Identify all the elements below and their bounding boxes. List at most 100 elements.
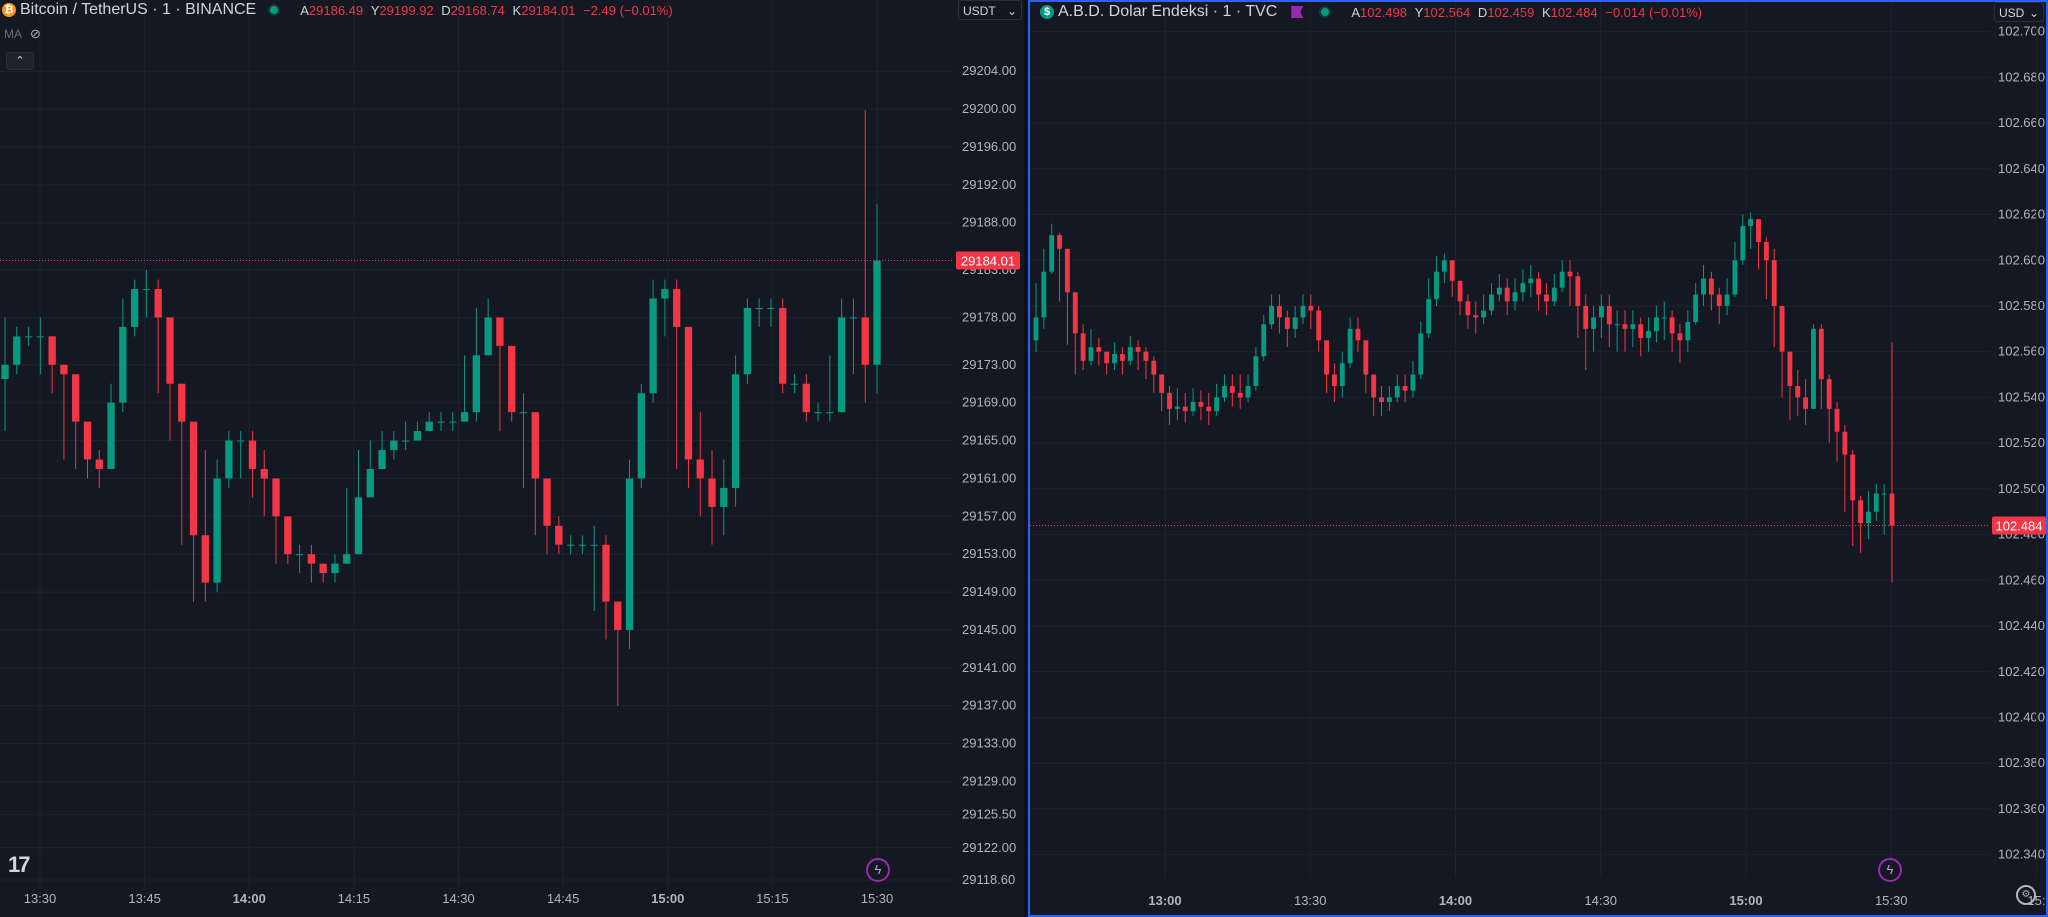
btc-candle-body[interactable] (814, 412, 822, 414)
btc-candle-body[interactable] (307, 554, 316, 564)
dxy-symbol-title[interactable]: A.B.D. Dolar Endeksi · 1 · TVC (1058, 3, 1278, 20)
btc-candle-body[interactable] (354, 497, 363, 555)
dxy-candle-body[interactable] (1465, 301, 1471, 316)
dxy-candle-body[interactable] (1544, 294, 1549, 302)
btc-candle-body[interactable] (24, 336, 33, 338)
btc-candle-body[interactable] (472, 355, 481, 413)
dxy-candle-body[interactable] (1551, 287, 1557, 302)
dxy-candle-body[interactable] (1190, 402, 1196, 412)
btc-candle-body[interactable] (555, 525, 563, 545)
dxy-candle-body[interactable] (1057, 235, 1062, 249)
dxy-candle-body[interactable] (1850, 454, 1856, 501)
dxy-candle-body[interactable] (1614, 324, 1620, 326)
dxy-candle-body[interactable] (1763, 241, 1769, 261)
dxy-candle-body[interactable] (1567, 271, 1573, 277)
dxy-candle-body[interactable] (1049, 235, 1055, 272)
dxy-candle-body[interactable] (1630, 324, 1636, 329)
dxy-candle-body[interactable] (1496, 287, 1502, 295)
btc-candle-body[interactable] (684, 326, 693, 460)
btc-candle-body[interactable] (743, 307, 752, 375)
dxy-candle-body[interactable] (1127, 347, 1133, 361)
dxy-candle-body[interactable] (1182, 406, 1188, 412)
dxy-candle-body[interactable] (1787, 351, 1793, 387)
btc-candle-body[interactable] (272, 478, 280, 517)
dxy-candle-body[interactable] (1214, 397, 1220, 412)
btc-candle-body[interactable] (543, 478, 551, 526)
btc-candle-body[interactable] (720, 487, 728, 507)
dxy-chart-pane[interactable]: 102.700 102.680 102.660 102.640 102.620 102.6… (1028, 0, 2048, 917)
dxy-candle-body[interactable] (1119, 353, 1125, 361)
dxy-candle-body[interactable] (1198, 402, 1204, 407)
btc-candle-body[interactable] (755, 307, 763, 309)
btc-currency-select[interactable]: USDT ⌄ (958, 0, 1022, 20)
btc-candle-body[interactable] (154, 289, 162, 318)
dxy-candle-body[interactable] (1292, 317, 1298, 329)
dxy-candle-body[interactable] (1300, 305, 1306, 318)
dxy-candle-body[interactable] (1866, 511, 1871, 524)
btc-candle-body[interactable] (614, 601, 622, 630)
dxy-candle-body[interactable] (1858, 500, 1864, 524)
dxy-candle-body[interactable] (1803, 397, 1809, 409)
dxy-candle-body[interactable] (1708, 278, 1714, 295)
dxy-candle-body[interactable] (1331, 374, 1337, 387)
btc-candle-body[interactable] (72, 374, 80, 422)
dxy-candle-body[interactable] (1418, 333, 1424, 375)
btc-candle-body[interactable] (13, 336, 21, 365)
dxy-candle-body[interactable] (1818, 328, 1824, 380)
dxy-candle-body[interactable] (1779, 305, 1785, 352)
dxy-candle-body[interactable] (1277, 305, 1282, 318)
btc-candle-body[interactable] (873, 260, 881, 365)
dxy-candle-body[interactable] (1598, 305, 1604, 318)
dxy-candle-body[interactable] (1512, 292, 1518, 302)
dxy-candle-body[interactable] (1324, 340, 1330, 375)
dxy-candle-body[interactable] (1033, 317, 1039, 341)
dxy-candle-body[interactable] (1575, 276, 1581, 306)
dxy-candle-body[interactable] (1386, 397, 1392, 403)
btc-candle-body[interactable] (425, 421, 433, 432)
dxy-candlestick-chart[interactable]: 102.700 102.680 102.660 102.640 102.620 102.6… (1030, 2, 2046, 915)
dxy-candle-body[interactable] (1402, 386, 1408, 391)
dxy-candle-body[interactable] (1732, 260, 1738, 295)
dxy-candle-body[interactable] (1080, 333, 1086, 361)
dxy-candle-body[interactable] (1112, 353, 1117, 364)
dxy-candle-body[interactable] (1174, 406, 1180, 409)
btc-symbol-title[interactable]: Bitcoin / TetherUS · 1 · BINANCE (20, 1, 257, 18)
lightning-icon[interactable]: ϟ (866, 858, 890, 882)
dxy-candle-body[interactable] (1441, 260, 1447, 272)
dxy-candle-body[interactable] (1701, 278, 1706, 295)
btc-candle-body[interactable] (519, 412, 528, 414)
dxy-candle-body[interactable] (1426, 299, 1432, 334)
btc-candle-body[interactable] (661, 289, 669, 299)
btc-candle-body[interactable] (460, 412, 469, 422)
dxy-candle-body[interactable] (1151, 360, 1157, 375)
btc-candle-body[interactable] (531, 412, 539, 479)
dxy-candle-body[interactable] (1410, 374, 1416, 391)
dxy-candle-body[interactable] (1363, 340, 1369, 375)
dxy-candle-body[interactable] (1143, 351, 1149, 361)
dxy-candle-body[interactable] (1504, 287, 1510, 302)
btc-candle-body[interactable] (413, 431, 422, 441)
dxy-candle-body[interactable] (1481, 310, 1487, 318)
dxy-candle-body[interactable] (1088, 347, 1094, 361)
dxy-candle-body[interactable] (1261, 324, 1267, 357)
btc-candle-body[interactable] (343, 554, 351, 564)
dxy-candle-body[interactable] (1646, 331, 1651, 338)
dxy-currency-select[interactable]: USD ⌄ (1994, 2, 2044, 22)
btc-candle-body[interactable] (331, 563, 339, 574)
dxy-candle-body[interactable] (1606, 305, 1612, 325)
btc-candle-body[interactable] (779, 307, 787, 384)
dxy-candle-body[interactable] (1457, 280, 1463, 302)
dxy-candle-body[interactable] (1222, 386, 1227, 398)
dxy-candle-body[interactable] (1206, 406, 1212, 412)
dxy-candle-body[interactable] (1716, 294, 1722, 306)
dxy-candle-body[interactable] (1520, 283, 1526, 293)
dxy-candle-body[interactable] (1536, 278, 1542, 295)
btc-candle-body[interactable] (731, 374, 740, 488)
btc-candle-body[interactable] (708, 478, 716, 507)
btc-candle-body[interactable] (166, 317, 174, 384)
dxy-candle-body[interactable] (1394, 386, 1400, 398)
dxy-candle-body[interactable] (1347, 328, 1353, 364)
btc-candle-body[interactable] (60, 364, 68, 375)
dxy-candle-body[interactable] (1748, 219, 1754, 226)
dxy-candle-body[interactable] (1167, 392, 1172, 409)
